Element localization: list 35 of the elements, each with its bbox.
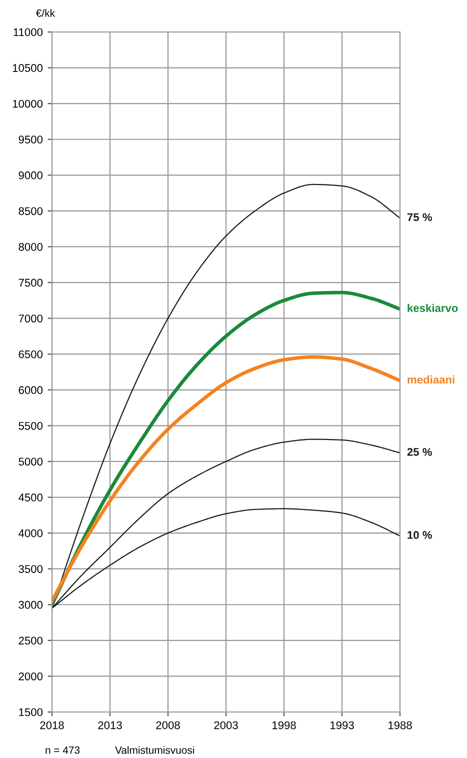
y-tick-label: 1500 bbox=[19, 708, 43, 716]
y-tick-label: 3500 bbox=[18, 565, 43, 573]
y-tick-label: 4000 bbox=[18, 529, 43, 538]
x-tick-label: 1988 bbox=[388, 721, 412, 730]
y-tick-label: 10500 bbox=[12, 64, 43, 72]
y-tick-label: 5500 bbox=[18, 422, 43, 430]
y-tick-label: 8500 bbox=[18, 207, 43, 216]
y-axis-title: €/kk bbox=[36, 9, 56, 17]
series-label: keskiarvo bbox=[408, 304, 458, 312]
y-tick-label: 2500 bbox=[18, 636, 43, 645]
y-tick-label: 3000 bbox=[18, 600, 43, 609]
y-tick-label: 8000 bbox=[18, 243, 43, 251]
y-tick-label: 10000 bbox=[12, 100, 43, 108]
x-tick-label: 2018 bbox=[40, 721, 64, 730]
y-tick-label: 11000 bbox=[14, 28, 43, 36]
y-tick-label: 9500 bbox=[18, 136, 43, 144]
x-axis-title: Valmistumisvuosi bbox=[115, 746, 194, 754]
y-tick-label: 4500 bbox=[18, 494, 43, 502]
y-tick-label: 6500 bbox=[18, 350, 43, 358]
x-tick-label: 1998 bbox=[272, 721, 296, 730]
text: n = 473 bbox=[46, 746, 80, 754]
x-tick-label: 1993 bbox=[330, 721, 354, 730]
y-tick-label: 9000 bbox=[18, 171, 43, 180]
y-tick-label: 5000 bbox=[18, 458, 43, 466]
y-tick-label: 7500 bbox=[18, 278, 43, 287]
y-tick-label: 2000 bbox=[18, 672, 43, 680]
series-label: 75 % bbox=[407, 213, 432, 222]
y-tick-label: 6000 bbox=[18, 386, 43, 394]
x-tick-label: 2008 bbox=[156, 721, 180, 730]
series-label: 10 % bbox=[408, 531, 432, 539]
x-tick-label: 2013 bbox=[98, 721, 122, 730]
x-tick-label: 2003 bbox=[214, 721, 238, 730]
series-label: mediaani bbox=[408, 375, 454, 384]
y-tick-label: 7000 bbox=[18, 314, 43, 322]
series-label: 25 % bbox=[407, 448, 432, 456]
